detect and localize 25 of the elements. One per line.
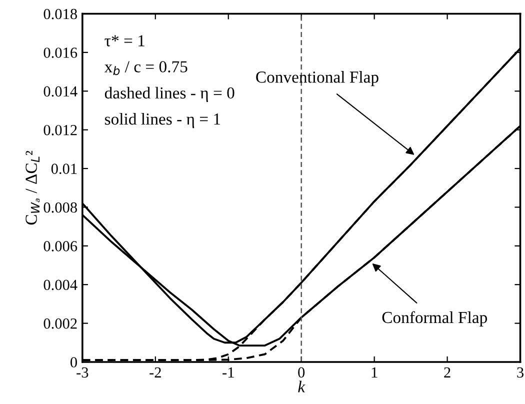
y-tick-label: 0.018 (44, 8, 77, 20)
x-tick-label: 0 (298, 367, 305, 378)
y-tick-label: 0 (70, 357, 77, 368)
x-tick-label: -3 (76, 367, 88, 378)
y-tick-label: 0.012 (44, 124, 77, 136)
y-tick-label: 0.016 (44, 48, 78, 58)
annotation: τ* = 1 (104, 35, 144, 46)
y-tick-label: 0.008 (44, 202, 77, 213)
x-tick-label: -1 (222, 367, 234, 378)
y-tick-label: 0.004 (44, 280, 78, 290)
annotation: Conventional Flap (256, 71, 378, 86)
y-axis-title: C$_{Wₐ}$ / ΔC$_{L}$² (26, 150, 40, 225)
annotation: x$_{b}$ / c = 0.75 (104, 61, 188, 76)
x-axis-title: k (298, 380, 306, 392)
x-tick-label: -2 (150, 367, 161, 378)
y-tick-label: 0.006 (44, 241, 78, 252)
x-tick-label: 1 (372, 367, 378, 378)
annotation: solid lines - η = 1 (105, 112, 220, 128)
y-tick-label: 0.002 (44, 318, 77, 329)
x-tick-label: 3 (517, 367, 524, 378)
annotation: dashed lines - η = 0 (104, 86, 234, 102)
x-tick-label: 2 (444, 367, 450, 378)
y-tick-label: 0.014 (44, 86, 78, 97)
y-tick-label: 0.01 (51, 164, 77, 174)
annotation: Conformal Flap (382, 311, 487, 327)
